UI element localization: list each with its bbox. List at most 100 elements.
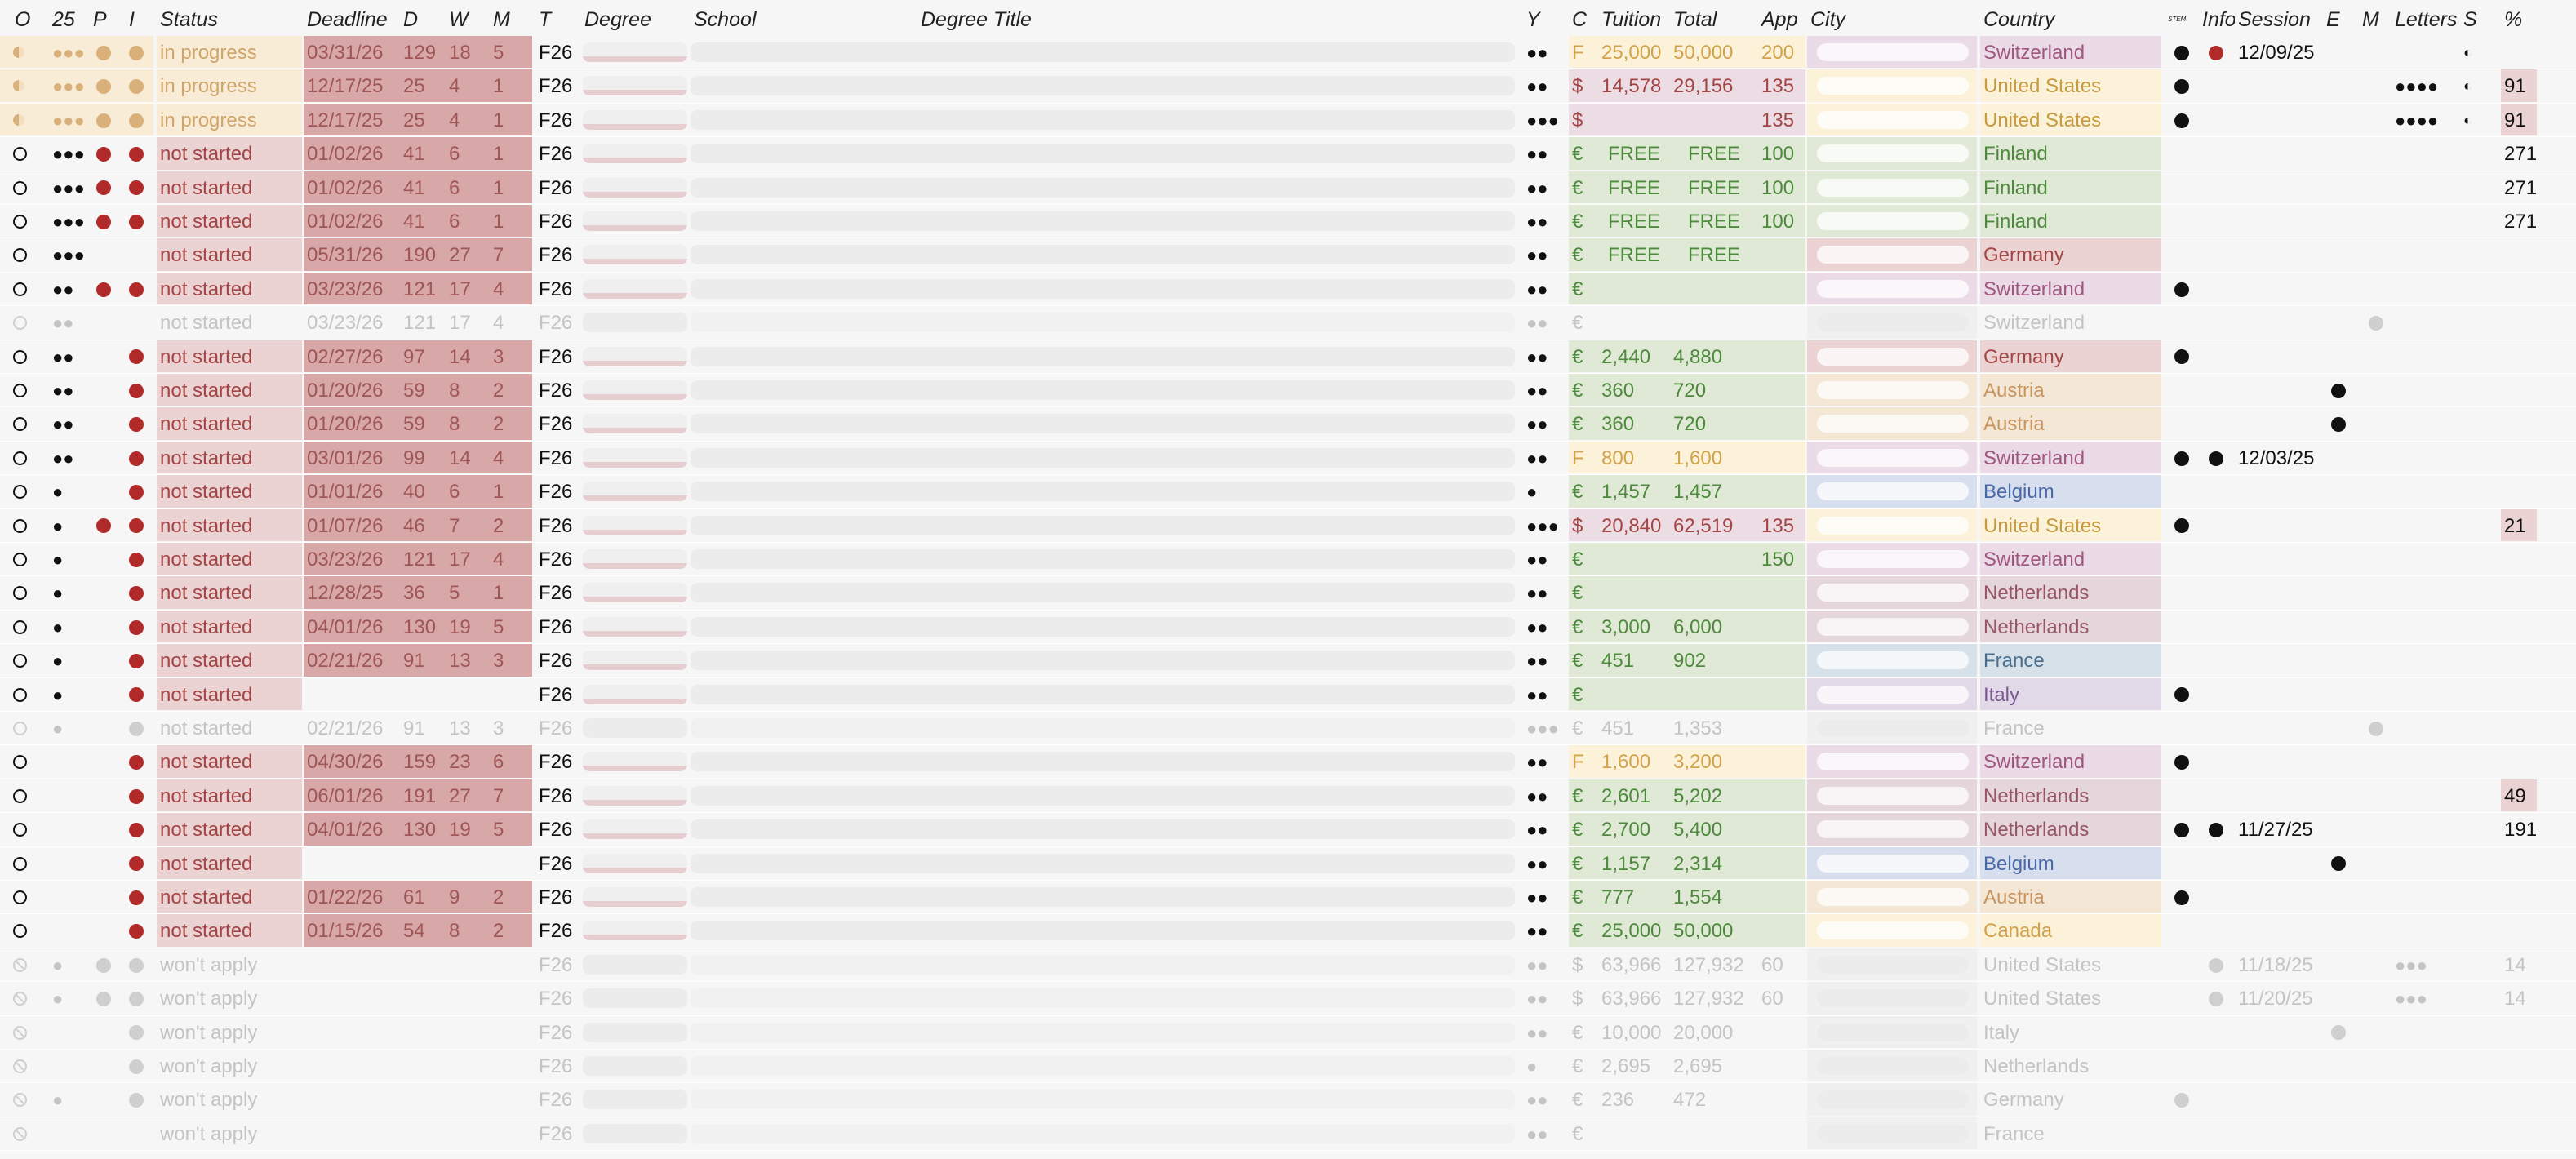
- column-header-13[interactable]: Y: [1526, 8, 1540, 31]
- status-ring-icon[interactable]: [13, 417, 27, 432]
- country[interactable]: Switzerland: [1983, 278, 2085, 300]
- deadline-date[interactable]: [304, 982, 400, 1015]
- banned-icon[interactable]: [13, 957, 27, 972]
- status-badge[interactable]: won't apply: [160, 1055, 258, 1077]
- country[interactable]: Netherlands: [1983, 1055, 2090, 1077]
- column-header-4[interactable]: Status: [160, 8, 218, 31]
- banned-icon[interactable]: [13, 992, 27, 1006]
- status-badge[interactable]: won't apply: [160, 988, 258, 1010]
- column-header-11[interactable]: School: [694, 8, 757, 31]
- status-ring-icon[interactable]: [13, 282, 27, 296]
- deadline-date[interactable]: 01/02/26: [307, 176, 384, 199]
- status-badge[interactable]: not started: [160, 615, 253, 638]
- deadline-date[interactable]: 03/01/26: [307, 446, 384, 469]
- deadline-date[interactable]: 02/21/26: [307, 650, 384, 673]
- status-badge[interactable]: not started: [160, 446, 253, 469]
- deadline-date[interactable]: 06/01/26: [307, 784, 384, 807]
- deadline-date[interactable]: 01/02/26: [307, 143, 384, 166]
- status-ring-icon[interactable]: [13, 619, 27, 634]
- country[interactable]: United States: [1983, 109, 2102, 131]
- deadline-date[interactable]: 01/20/26: [307, 380, 384, 402]
- deadline-date[interactable]: [304, 1050, 400, 1083]
- status-ring-icon[interactable]: [13, 215, 27, 229]
- column-header-5[interactable]: Deadline: [307, 8, 388, 31]
- deadline-date[interactable]: 01/07/26: [307, 514, 384, 537]
- status-ring-icon[interactable]: [13, 180, 27, 195]
- status-badge[interactable]: not started: [160, 345, 253, 368]
- country[interactable]: Italy: [1983, 683, 2020, 706]
- column-header-26[interactable]: S: [2463, 8, 2477, 31]
- status-badge[interactable]: not started: [160, 683, 253, 706]
- status-ring-icon[interactable]: [13, 553, 27, 566]
- status-ring-icon[interactable]: [13, 687, 27, 702]
- deadline-date[interactable]: [304, 847, 400, 881]
- status-ring-icon[interactable]: [13, 485, 27, 500]
- country[interactable]: Netherlands: [1983, 615, 2090, 638]
- banned-icon[interactable]: [13, 1093, 27, 1108]
- country[interactable]: Austria: [1983, 886, 2045, 908]
- column-header-16[interactable]: Total: [1673, 8, 1717, 31]
- status-badge[interactable]: won't apply: [160, 953, 258, 976]
- status-badge[interactable]: not started: [160, 481, 253, 504]
- deadline-date[interactable]: 01/20/26: [307, 413, 384, 436]
- country[interactable]: Finland: [1983, 176, 2048, 199]
- status-ring-icon[interactable]: [13, 823, 27, 837]
- deadline-date[interactable]: 01/15/26: [307, 920, 384, 943]
- country[interactable]: United States: [1983, 953, 2102, 976]
- status-ring-icon[interactable]: [13, 586, 27, 601]
- column-header-25[interactable]: Letters: [2395, 8, 2458, 31]
- country[interactable]: Netherlands: [1983, 582, 2090, 605]
- column-header-15[interactable]: Tuition: [1601, 8, 1662, 31]
- country[interactable]: Canada: [1983, 920, 2053, 943]
- status-ring-icon[interactable]: [13, 518, 27, 533]
- status-badge[interactable]: not started: [160, 582, 253, 605]
- column-header-10[interactable]: Degree: [584, 8, 651, 31]
- status-badge[interactable]: in progress: [160, 75, 257, 98]
- status-ring-icon[interactable]: [13, 890, 27, 904]
- deadline-date[interactable]: 04/30/26: [307, 751, 384, 774]
- status-badge[interactable]: in progress: [160, 42, 257, 64]
- status-badge[interactable]: not started: [160, 176, 253, 199]
- country[interactable]: Finland: [1983, 211, 2048, 233]
- column-header-12[interactable]: Degree Title: [921, 8, 1032, 31]
- status-badge[interactable]: not started: [160, 143, 253, 166]
- status-ring-icon[interactable]: [13, 924, 27, 939]
- country[interactable]: Germany: [1983, 345, 2064, 368]
- deadline-date[interactable]: 02/27/26: [307, 345, 384, 368]
- half-circle-icon[interactable]: [13, 80, 24, 92]
- deadline-date[interactable]: 02/21/26: [307, 717, 384, 739]
- column-header-0[interactable]: O: [15, 8, 31, 31]
- status-ring-icon[interactable]: [13, 722, 27, 735]
- column-header-14[interactable]: C: [1572, 8, 1588, 31]
- status-badge[interactable]: not started: [160, 244, 253, 267]
- status-badge[interactable]: not started: [160, 380, 253, 402]
- deadline-date[interactable]: 01/02/26: [307, 211, 384, 233]
- country[interactable]: Austria: [1983, 413, 2045, 436]
- status-badge[interactable]: not started: [160, 819, 253, 841]
- deadline-date[interactable]: 03/23/26: [307, 278, 384, 300]
- deadline-date[interactable]: 01/01/26: [307, 481, 384, 504]
- deadline-date[interactable]: [304, 948, 400, 982]
- status-badge[interactable]: not started: [160, 717, 253, 739]
- status-badge[interactable]: not started: [160, 211, 253, 233]
- status-badge[interactable]: won't apply: [160, 1122, 258, 1145]
- status-ring-icon[interactable]: [13, 147, 27, 162]
- status-ring-icon[interactable]: [13, 755, 27, 770]
- status-ring-icon[interactable]: [13, 654, 27, 668]
- column-header-21[interactable]: Info: [2202, 8, 2235, 31]
- status-badge[interactable]: not started: [160, 278, 253, 300]
- column-header-17[interactable]: App: [1761, 8, 1798, 31]
- column-header-20[interactable]: STEM: [2168, 16, 2187, 23]
- status-badge[interactable]: won't apply: [160, 1089, 258, 1112]
- country[interactable]: Switzerland: [1983, 751, 2085, 774]
- deadline-date[interactable]: [304, 678, 400, 712]
- status-badge[interactable]: not started: [160, 514, 253, 537]
- deadline-date[interactable]: 03/23/26: [307, 312, 384, 335]
- deadline-date[interactable]: 04/01/26: [307, 819, 384, 841]
- status-badge[interactable]: not started: [160, 548, 253, 571]
- banned-icon[interactable]: [13, 1126, 27, 1141]
- country[interactable]: France: [1983, 717, 2045, 739]
- column-header-3[interactable]: I: [129, 8, 135, 31]
- status-badge[interactable]: in progress: [160, 109, 257, 131]
- status-badge[interactable]: won't apply: [160, 1021, 258, 1044]
